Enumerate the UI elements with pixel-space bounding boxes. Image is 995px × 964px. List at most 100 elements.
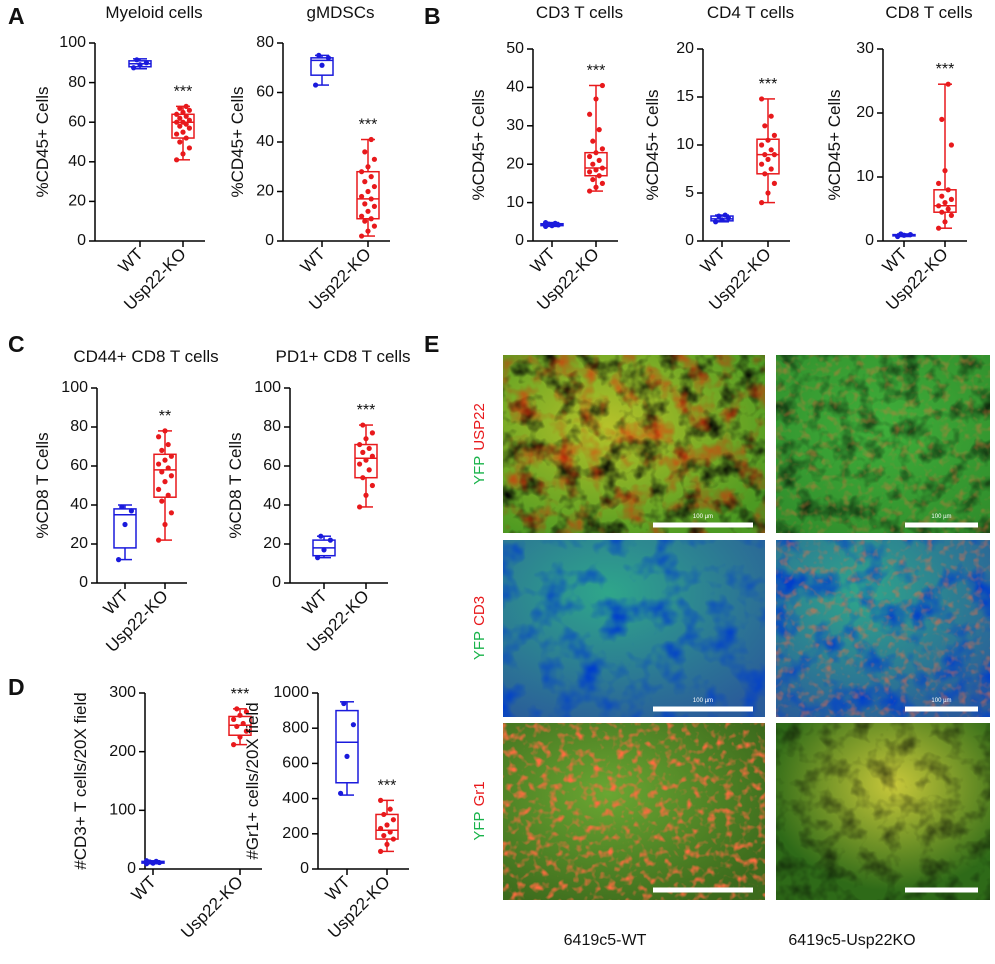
y-tick-label: 40 bbox=[256, 133, 274, 150]
y-tick-label: 1000 bbox=[273, 684, 309, 701]
significance: *** bbox=[378, 777, 397, 794]
data-point bbox=[359, 213, 365, 219]
data-point bbox=[936, 180, 942, 186]
data-point bbox=[936, 225, 942, 231]
data-point bbox=[316, 52, 322, 58]
data-point bbox=[759, 142, 765, 148]
y-tick-label: 20 bbox=[256, 183, 274, 200]
data-point bbox=[939, 193, 945, 199]
stain-name: YFP bbox=[471, 811, 488, 840]
data-point bbox=[362, 149, 368, 155]
micrograph-texture bbox=[776, 355, 990, 533]
data-point bbox=[180, 129, 186, 135]
x-tick-label: WT bbox=[322, 872, 354, 904]
box bbox=[354, 443, 378, 479]
micrograph-texture bbox=[503, 723, 765, 900]
data-point bbox=[168, 510, 174, 516]
data-point bbox=[327, 537, 333, 543]
y-tick-label: 10 bbox=[506, 194, 524, 211]
data-point bbox=[143, 60, 149, 66]
panel-letter: D bbox=[8, 674, 25, 700]
data-point bbox=[359, 233, 365, 239]
y-tick-label: 400 bbox=[282, 790, 309, 807]
box bbox=[335, 709, 359, 784]
panel-letter: B bbox=[424, 3, 441, 29]
data-point bbox=[119, 504, 125, 510]
data-point bbox=[159, 447, 165, 453]
data-point bbox=[942, 168, 948, 174]
y-tick-label: 80 bbox=[256, 34, 274, 51]
scale-bar-label: 100 µm bbox=[931, 698, 951, 704]
data-point bbox=[357, 504, 363, 510]
data-point bbox=[243, 709, 249, 715]
data-point bbox=[368, 136, 374, 143]
y-tick-label: 200 bbox=[282, 825, 309, 842]
data-point bbox=[371, 203, 377, 209]
data-point bbox=[722, 212, 728, 218]
y-tick-label: 300 bbox=[109, 684, 136, 701]
data-point bbox=[231, 716, 237, 723]
y-tick-label: 100 bbox=[61, 379, 88, 396]
data-point bbox=[183, 113, 189, 119]
data-point bbox=[390, 817, 396, 823]
data-point bbox=[371, 183, 377, 190]
data-point bbox=[759, 96, 765, 102]
stain-name: USP22 bbox=[471, 403, 488, 451]
data-point bbox=[159, 498, 165, 504]
y-tick-label: 200 bbox=[109, 743, 136, 760]
data-point bbox=[321, 547, 327, 553]
data-point bbox=[180, 109, 186, 115]
data-point bbox=[159, 469, 165, 475]
data-point bbox=[362, 218, 368, 224]
data-point bbox=[599, 165, 606, 171]
data-point bbox=[939, 116, 945, 122]
data-point bbox=[390, 836, 396, 842]
data-point bbox=[762, 171, 768, 177]
data-point bbox=[771, 180, 778, 186]
data-point bbox=[590, 138, 596, 144]
data-point bbox=[186, 125, 192, 131]
y-tick-label: 80 bbox=[68, 74, 86, 91]
box bbox=[113, 508, 137, 549]
data-point bbox=[165, 441, 171, 448]
stain-label: YFP CD3 bbox=[471, 596, 488, 660]
data-point bbox=[384, 822, 390, 828]
y-tick-label: 60 bbox=[70, 457, 88, 474]
data-point bbox=[765, 137, 771, 143]
stain-name: YFP bbox=[471, 456, 488, 485]
data-point bbox=[162, 457, 168, 463]
scale-bar-label: 100 µm bbox=[693, 514, 713, 520]
scale-bar-label: 100 µm bbox=[693, 698, 713, 704]
box bbox=[310, 57, 334, 76]
data-point bbox=[948, 196, 955, 202]
y-tick-label: 15 bbox=[676, 88, 694, 105]
data-point bbox=[587, 169, 593, 175]
data-point bbox=[590, 176, 596, 183]
significance: *** bbox=[587, 62, 606, 79]
y-tick-label: 0 bbox=[865, 232, 874, 249]
y-axis-label: %CD45+ Cells bbox=[469, 89, 488, 200]
data-point bbox=[596, 157, 602, 163]
data-point bbox=[948, 142, 955, 148]
data-point bbox=[162, 428, 168, 434]
data-point bbox=[371, 223, 377, 229]
data-point bbox=[365, 164, 371, 170]
y-tick-label: 800 bbox=[282, 719, 309, 736]
data-point bbox=[359, 193, 365, 200]
y-tick-label: 0 bbox=[77, 232, 86, 249]
micrograph-texture bbox=[776, 540, 990, 717]
data-point bbox=[234, 706, 240, 712]
data-point bbox=[237, 734, 243, 740]
box bbox=[153, 453, 177, 498]
significance: *** bbox=[231, 686, 250, 703]
data-point bbox=[186, 107, 192, 113]
data-point bbox=[387, 806, 393, 812]
data-point bbox=[174, 157, 180, 163]
y-tick-label: 60 bbox=[263, 457, 281, 474]
data-point bbox=[131, 65, 137, 71]
y-axis-label: %CD45+ Cells bbox=[643, 89, 662, 200]
y-tick-label: 0 bbox=[515, 232, 524, 249]
y-axis-label: %CD8 T Cells bbox=[33, 432, 52, 538]
data-point bbox=[357, 461, 363, 467]
